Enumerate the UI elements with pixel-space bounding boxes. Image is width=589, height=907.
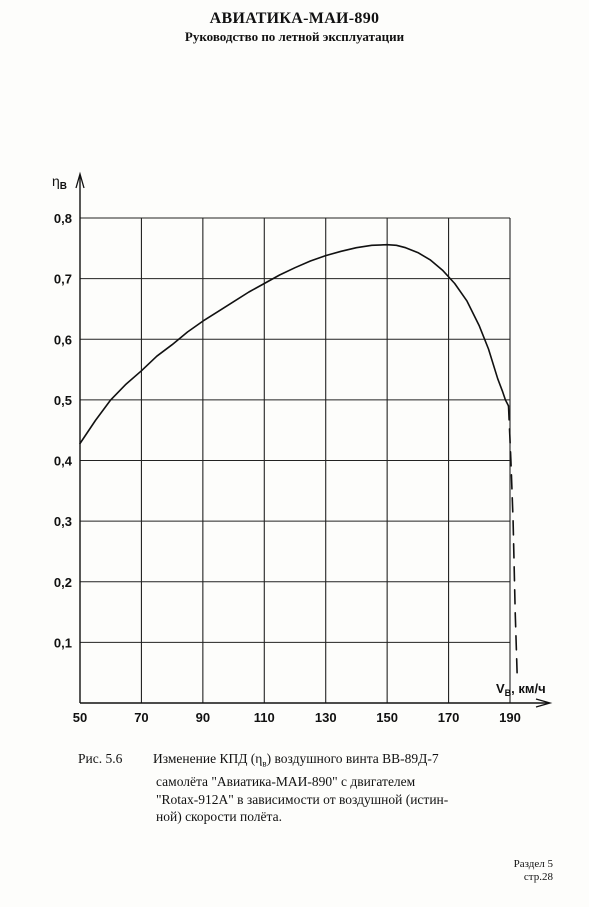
y-tick-label: 0,8 (54, 211, 72, 226)
y-tick-label: 0,6 (54, 332, 72, 347)
footer-section: Раздел 5 (513, 858, 553, 870)
x-tick-label: 130 (315, 710, 337, 725)
caption-line2: самолёта "Авиатика-МАИ-890" с двигателем (156, 774, 416, 790)
caption-line1-rest: ) воздушного винта ВВ-89Д-7 (266, 751, 439, 766)
y-tick-label: 0,2 (54, 575, 72, 590)
y-tick-label: 0,4 (54, 454, 73, 469)
y-axis-arrow (75, 171, 85, 189)
efficiency-chart: 50 70 90 110 130 150 170 190 0,8 0,7 0,6 0,5 0,4 0,3 0… (52, 171, 553, 725)
x-tick-label: 170 (438, 710, 460, 725)
x-tick-label: 110 (254, 710, 275, 725)
x-tick-label: 90 (196, 710, 210, 725)
x-axis-title-main: V (496, 681, 505, 696)
y-axis-title: ηВ (52, 173, 67, 192)
caption-line4: ной) скорости полёта. (156, 809, 282, 825)
chart-series (79, 243, 518, 674)
x-tick-label: 150 (376, 710, 398, 725)
y-tick-label: 0,7 (54, 272, 72, 287)
x-axis-arrow (535, 698, 553, 708)
efficiency-curve-extrapolated (507, 405, 518, 674)
figure-caption: Рис. 5.6 Изменение КПД (ηв) воздушного ви… (78, 750, 448, 826)
footer-page: стр.28 (523, 871, 553, 883)
y-tick-label: 0,5 (54, 393, 72, 408)
x-axis-title: VВ, км/ч (496, 681, 546, 698)
caption-line1: Изменение КПД (η (153, 751, 263, 766)
caption-prefix: Рис. (78, 751, 103, 766)
page-footer: Раздел 5 стр.28 (514, 858, 553, 884)
document-title: АВИАТИКА-МАИ-890 (209, 10, 380, 27)
caption-line3: "Rotax-912A" в зависимости от воздушной … (156, 791, 449, 807)
chart-grid (80, 217, 511, 703)
y-tick-label: 0,3 (54, 514, 72, 529)
caption-line1-sub: в (262, 758, 267, 769)
y-axis-title-sub: В (60, 181, 67, 192)
document-subtitle: Руководство по летной эксплуатации (184, 29, 405, 44)
x-tick-label: 70 (134, 710, 148, 725)
x-tick-label: 50 (73, 710, 87, 725)
y-tick-label: 0,1 (54, 635, 72, 650)
chart-axes (75, 171, 553, 708)
x-axis-title-sub: В (505, 688, 512, 698)
x-axis-title-unit: , км/ч (511, 681, 546, 696)
caption-number: 5.6 (105, 751, 123, 766)
efficiency-curve (79, 243, 510, 445)
x-tick-label: 190 (499, 710, 521, 725)
